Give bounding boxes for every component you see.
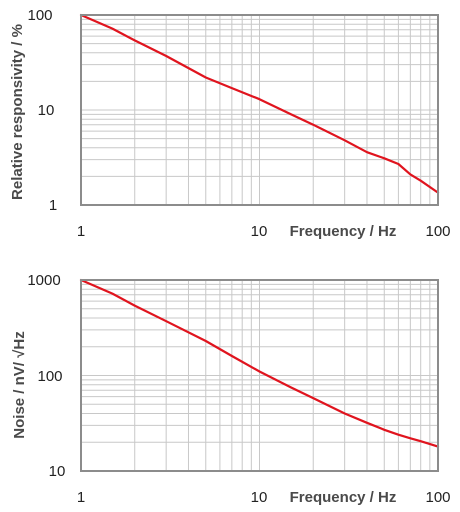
y-tick-100: 100 [27, 7, 52, 24]
x-axis-title: Frequency / Hz [290, 223, 397, 240]
responsivity-plot-frame [80, 14, 439, 206]
x-tick-100: 100 [425, 223, 450, 240]
y-axis-title: Noise / nV/ √Hz [11, 331, 28, 438]
y-tick-10: 10 [38, 102, 55, 119]
x-tick-10: 10 [251, 489, 268, 506]
noise-plot-frame [80, 279, 439, 472]
x-tick-1: 1 [77, 223, 85, 240]
x-tick-10: 10 [251, 223, 268, 240]
x-axis-title: Frequency / Hz [290, 489, 397, 506]
y-tick-1000: 1000 [27, 272, 60, 289]
x-tick-1: 1 [77, 489, 85, 506]
y-axis-title: Relative responsivity / % [9, 24, 26, 200]
y-tick-10: 10 [49, 463, 66, 480]
x-tick-100: 100 [425, 489, 450, 506]
noise-grid [81, 280, 438, 471]
responsivity-chart: 100 10 1 1 10 100 Frequency / Hz Relativ… [9, 7, 451, 240]
y-tick-100: 100 [37, 368, 62, 385]
responsivity-grid [81, 15, 438, 205]
noise-curve [79, 278, 440, 448]
noise-chart: 1000 100 10 1 10 100 Frequency / Hz Nois… [11, 272, 451, 506]
responsivity-curve [79, 13, 440, 194]
y-tick-1: 1 [49, 197, 57, 214]
